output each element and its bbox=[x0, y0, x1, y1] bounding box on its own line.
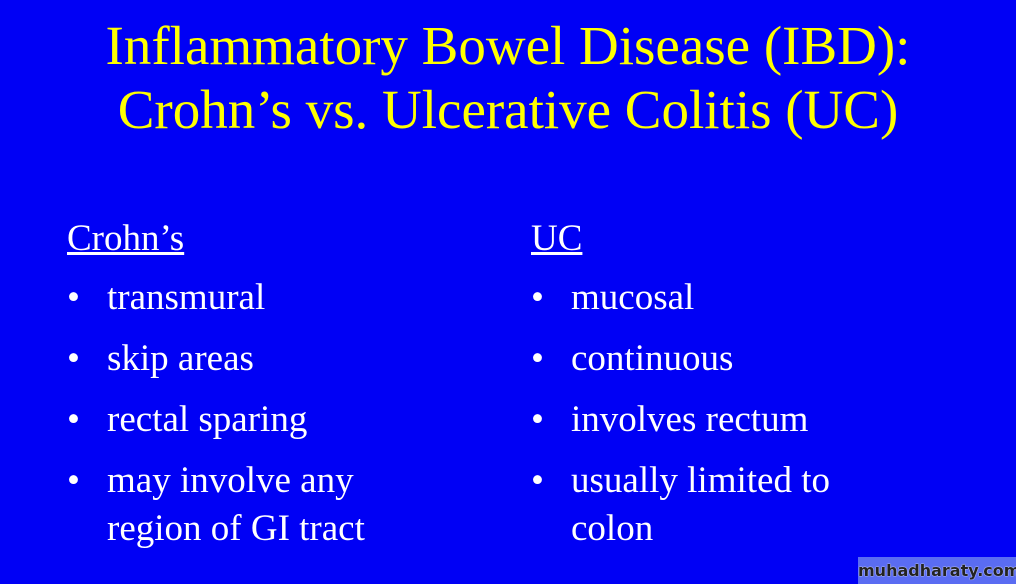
item-text: rectal sparing bbox=[107, 399, 308, 440]
list-item: • usually limited to colon bbox=[531, 457, 881, 553]
bullet-icon: • bbox=[531, 460, 544, 501]
item-text: transmural bbox=[107, 277, 266, 318]
item-text: involves rectum bbox=[571, 399, 809, 440]
list-item: • transmural bbox=[67, 274, 467, 322]
list-item: • continuous bbox=[531, 335, 931, 383]
bullet-icon: • bbox=[67, 277, 80, 318]
bullet-icon: • bbox=[67, 399, 80, 440]
item-text: skip areas bbox=[107, 338, 254, 379]
list-item: • skip areas bbox=[67, 335, 467, 383]
list-item: • may involve any region of GI tract bbox=[67, 457, 417, 553]
item-text: continuous bbox=[571, 338, 734, 379]
crohns-column: Crohn’s • transmural • skip areas • rectal … bbox=[67, 214, 467, 566]
title-line-1: Inflammatory Bowel Disease (IBD): bbox=[105, 15, 911, 76]
list-item: • involves rectum bbox=[531, 396, 931, 444]
bullet-icon: • bbox=[531, 399, 544, 440]
bullet-icon: • bbox=[531, 277, 544, 318]
watermark: muhadharaty.com bbox=[858, 557, 1016, 584]
list-item: • mucosal bbox=[531, 274, 931, 322]
item-text: usually limited to colon bbox=[571, 460, 830, 549]
bullet-icon: • bbox=[531, 338, 544, 379]
uc-column: UC • mucosal • continuous • involves rectum… bbox=[531, 214, 931, 566]
item-text: may involve any region of GI tract bbox=[107, 460, 365, 549]
title-line-2: Crohn’s vs. Ulcerative Colitis (UC) bbox=[117, 79, 899, 140]
item-text: mucosal bbox=[571, 277, 695, 318]
crohns-heading: Crohn’s bbox=[67, 218, 185, 259]
bullet-icon: • bbox=[67, 460, 80, 501]
uc-heading: UC bbox=[531, 218, 583, 259]
bullet-icon: • bbox=[67, 338, 80, 379]
slide-title: Inflammatory Bowel Disease (IBD): Crohn’… bbox=[0, 14, 1016, 142]
list-item: • rectal sparing bbox=[67, 396, 467, 444]
